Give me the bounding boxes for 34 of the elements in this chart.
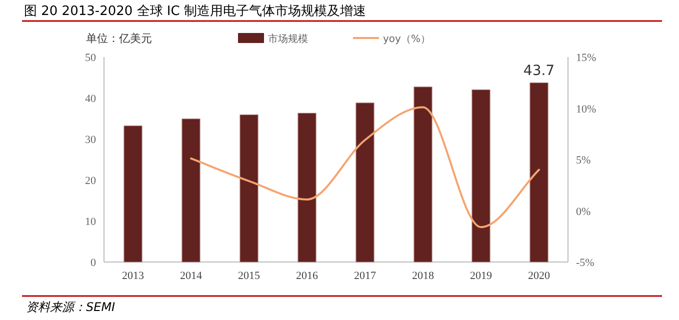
y-tick-label: 40 [85,93,96,105]
y2-tick-label: -5% [576,257,594,269]
chart-title: 图 20 2013-2020 全球 IC 制造用电子气体市场规模及增速 [24,4,366,19]
legend-label: 市场规模 [268,33,308,45]
x-tick-label: 2013 [122,270,144,282]
line-series [190,106,540,228]
x-tick-label: 2016 [296,270,318,282]
y-tick-label: 10 [85,216,96,228]
text: 单位：亿美元 [86,32,152,45]
x-tick-label: 2015 [238,270,260,282]
x-tick-label: 2020 [528,270,550,282]
x-tick-label: 2017 [354,270,376,282]
y-tick-label: 20 [85,175,96,187]
bar [124,126,142,262]
bar [356,102,374,262]
y-tick-label: 0 [90,257,96,269]
y2-tick-label: 15% [576,52,596,64]
data-label: 43.7 [523,62,555,79]
y-tick-label: 30 [85,134,96,146]
y2-tick-label: 10% [576,103,596,116]
y2-tick-label: 5% [576,154,591,166]
legend-label: yoy（%） [383,34,430,45]
y-tick-label: 50 [85,52,96,64]
bar [182,118,200,262]
bar [530,82,548,262]
x-tick-label: 2019 [470,270,492,282]
bar [414,86,432,262]
bar [240,114,258,262]
x-tick-label: 2014 [180,270,202,282]
bar [472,90,490,262]
bar [298,112,316,262]
y2-tick-label: 0% [576,206,591,218]
x-tick-label: 2018 [412,270,434,282]
text: 资料来源：SEMI [26,300,116,314]
